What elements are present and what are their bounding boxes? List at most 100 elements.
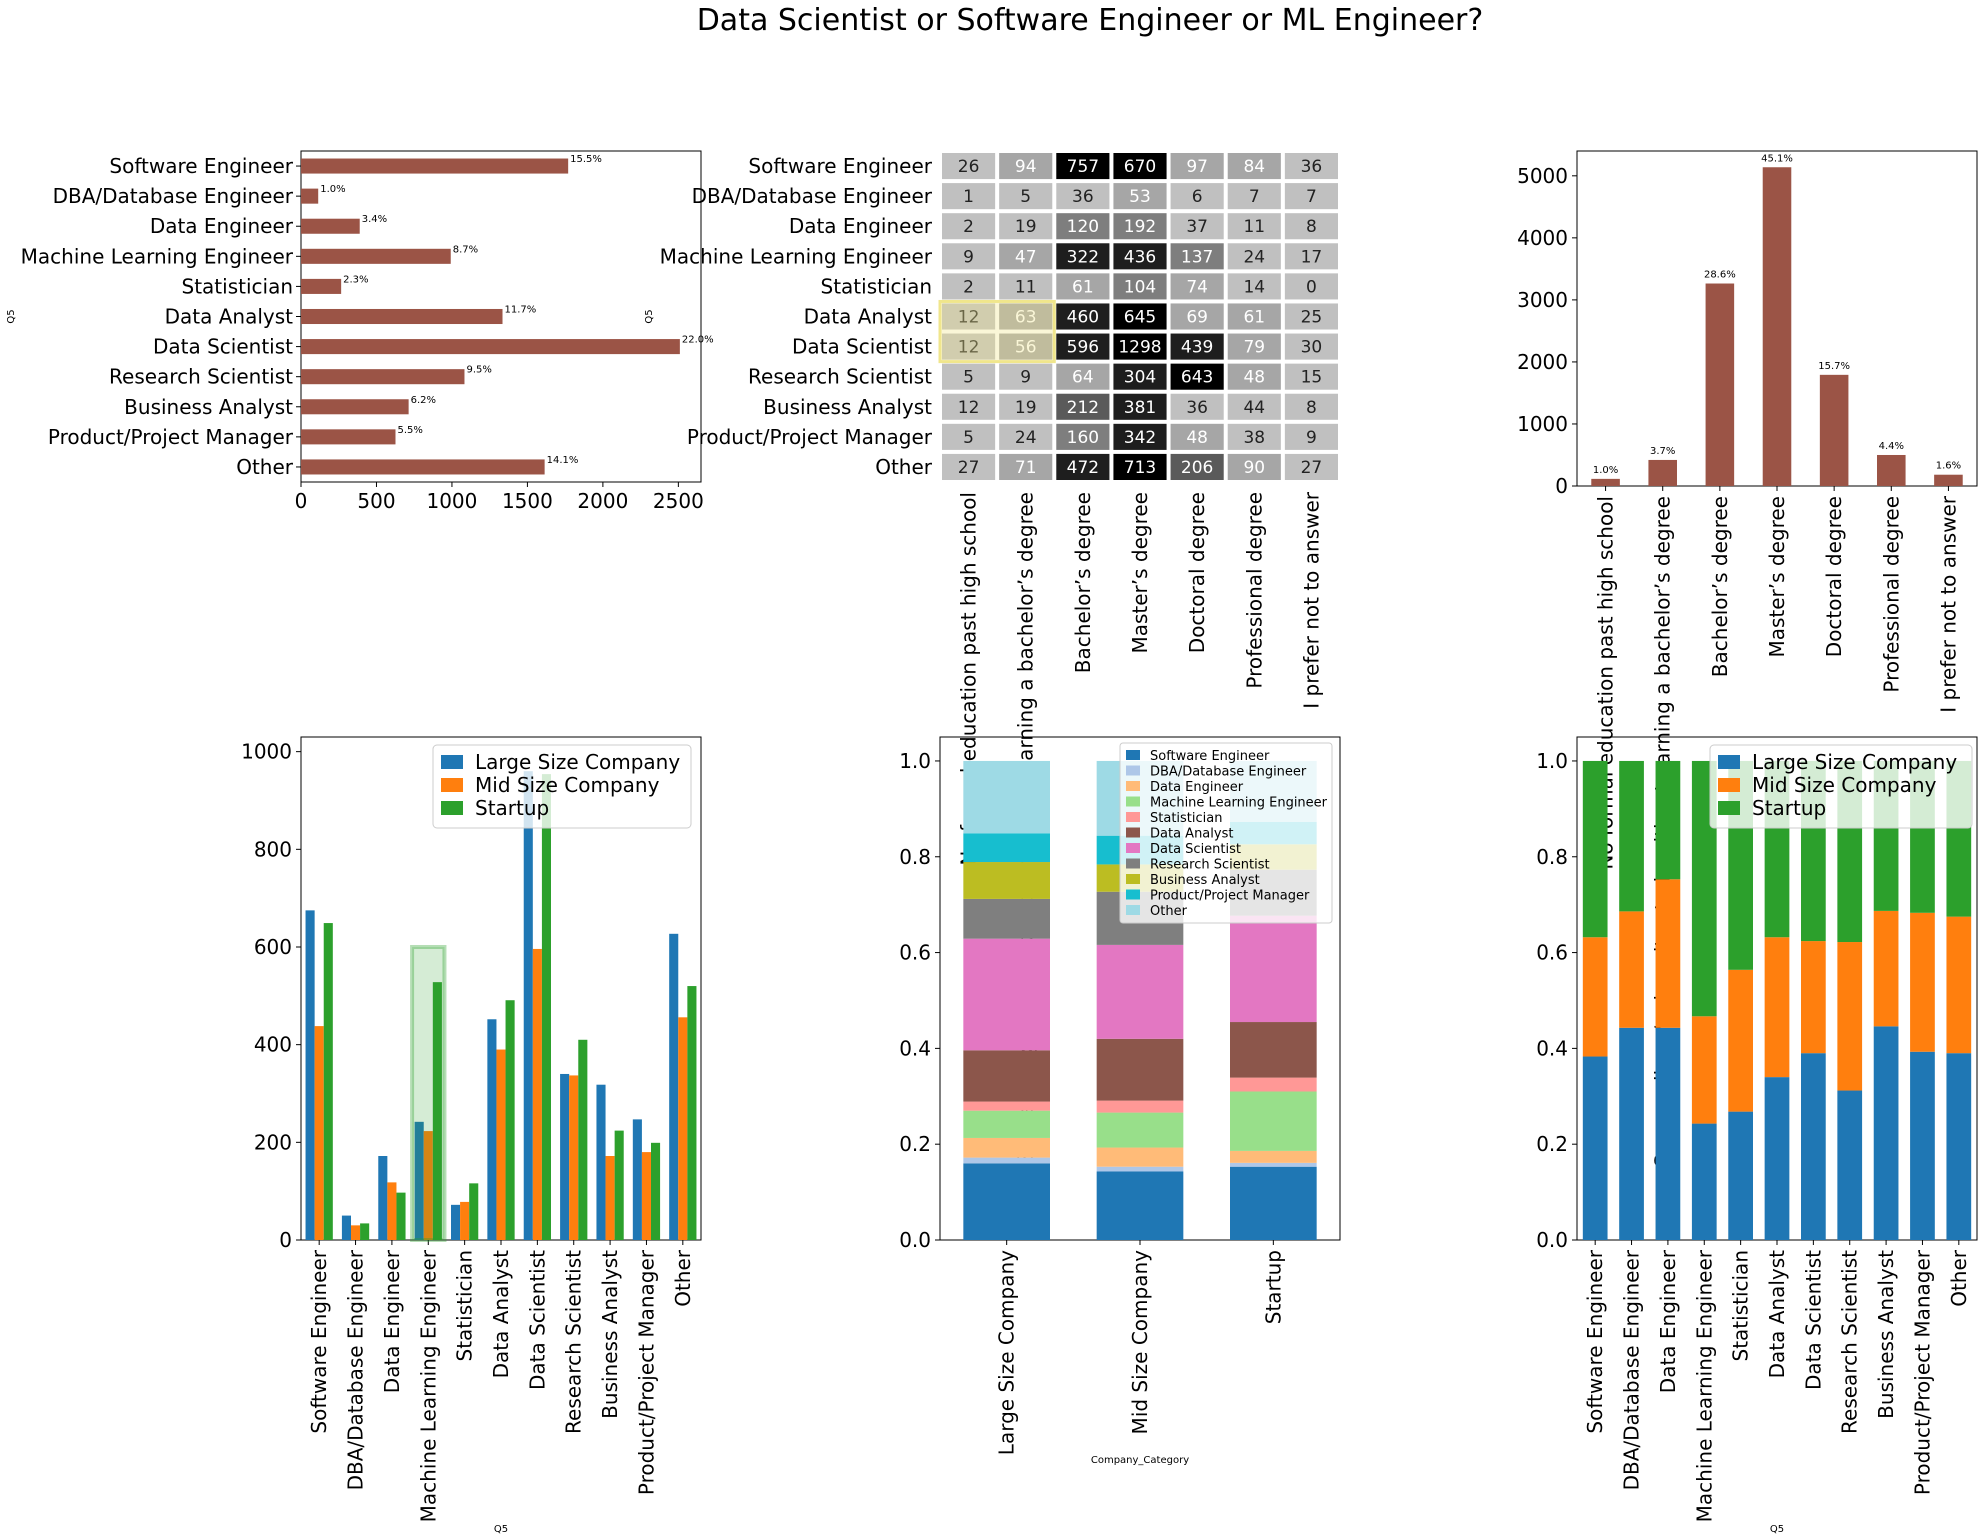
heatmap-cell	[1227, 153, 1281, 180]
heatmap-cell	[1170, 213, 1224, 240]
stacked-bar-segment	[1728, 969, 1753, 1112]
bar	[301, 158, 569, 174]
heatmap-cell	[1227, 243, 1281, 270]
data-label: 28.6%	[1704, 270, 1736, 281]
bar	[596, 1084, 606, 1240]
stacked-bar-segment	[1946, 916, 1972, 1054]
data-label: 5.5%	[397, 425, 422, 436]
bar	[496, 1049, 506, 1240]
cell-value: 63	[1015, 308, 1037, 328]
legend-swatch	[1126, 874, 1140, 884]
heatmap-cell	[1170, 363, 1224, 390]
stacked-bar-segment	[1096, 1171, 1184, 1240]
heatmap-cell	[1113, 303, 1167, 330]
legend-swatch	[1126, 827, 1140, 838]
stacked-bar-segment	[1096, 1112, 1184, 1148]
x-tick-label: Product/Project Manager	[634, 1249, 658, 1495]
legend-swatch	[1126, 765, 1140, 776]
heatmap-cell	[1170, 273, 1224, 300]
cell-value: 2	[963, 277, 974, 297]
bar	[414, 1121, 424, 1240]
cell-value: 71	[1015, 458, 1037, 478]
cell-value: 8	[1306, 398, 1317, 418]
cell-value: 44	[1243, 398, 1265, 418]
bar	[569, 1075, 579, 1240]
x-tick-label: Data Engineer	[1656, 1249, 1680, 1393]
heatmap-cell	[942, 333, 996, 360]
stacked-bar-segment	[1230, 1166, 1317, 1240]
y-tick-label: Other	[236, 455, 294, 479]
legend-label: Large Size Company	[1752, 750, 1957, 774]
cell-value: 104	[1124, 277, 1156, 297]
x-tick-label: Large Size Company	[995, 1250, 1019, 1455]
cell-value: 212	[1067, 398, 1099, 418]
cell-value: 74	[1186, 277, 1208, 297]
bar	[560, 1073, 570, 1240]
heatmap-cell	[1170, 303, 1224, 330]
bar	[314, 1026, 324, 1240]
legend-label: DBA/Database Engineer	[1150, 765, 1307, 780]
x-tick-label: Business Analyst	[1874, 1250, 1898, 1419]
heatmap-cell	[942, 303, 996, 330]
heatmap-cell	[1227, 393, 1281, 420]
stacked-bar-segment	[1096, 1166, 1184, 1172]
heatmap-cell	[1284, 243, 1338, 270]
cell-value: 0	[1306, 277, 1317, 297]
y-tick-label: Data Engineer	[150, 214, 294, 238]
cell-value: 61	[1072, 277, 1094, 297]
data-label: 8.7%	[453, 244, 478, 255]
bar	[505, 1000, 515, 1240]
bar	[651, 1142, 661, 1240]
heatmap-cell	[1113, 153, 1167, 180]
legend-label: Research Scientist	[1150, 858, 1270, 873]
heatmap-cell	[999, 453, 1053, 480]
cell-value: 12	[958, 338, 980, 358]
heatmap-cell	[1284, 423, 1338, 450]
stacked-bar-segment	[963, 1101, 1050, 1111]
data-label: 4.4%	[1879, 441, 1904, 452]
legend-swatch	[1718, 801, 1740, 815]
y-tick-label: 0.2	[1536, 1132, 1568, 1156]
x-tick-label: 2500	[653, 489, 704, 513]
stacked-bar-segment	[1764, 1077, 1790, 1240]
stacked-bar-segment	[963, 1163, 1050, 1240]
bar	[378, 1156, 388, 1240]
cell-value: 192	[1124, 217, 1156, 237]
x-tick-label: Startup	[1261, 1250, 1285, 1324]
stacked-bar-segment	[1837, 942, 1863, 1091]
heatmap-cell	[1056, 333, 1110, 360]
x-tick-label: Statistician	[453, 1250, 477, 1362]
stacked-bar-segment	[1655, 760, 1681, 880]
cell-value: 5	[1020, 187, 1031, 207]
y-tick-label: 0.8	[899, 845, 931, 869]
x-tick-label: Business Analyst	[598, 1250, 622, 1419]
legend-label: Mid Size Company	[475, 773, 660, 797]
y-tick-label: 1.0	[899, 749, 931, 773]
cell-value: 643	[1181, 368, 1213, 388]
stacked-bar-segment	[1096, 1147, 1184, 1167]
cell-value: 69	[1186, 308, 1208, 328]
company-role-share-chart: Large Size Company Mid Size Company Startu…	[899, 736, 1341, 1466]
y-tick-label: 400	[254, 1033, 292, 1057]
heatmap-cell	[1227, 453, 1281, 480]
heatmap-cell	[1113, 243, 1167, 270]
legend-label: Data Engineer	[1150, 780, 1244, 795]
stacked-bar-segment	[1910, 912, 1935, 1052]
y-tick-label: 0	[1555, 474, 1568, 498]
x-tick-label: Data Scientist	[1801, 1250, 1825, 1390]
legend-label: Product/Project Manager	[1150, 889, 1310, 904]
y-tick-label: Software Engineer	[109, 154, 293, 178]
stacked-bar-segment	[963, 1157, 1050, 1164]
y-tick-label: Research Scientist	[748, 365, 932, 389]
cell-value: 9	[963, 247, 974, 267]
stacked-bar-segment	[1837, 1090, 1863, 1240]
bar	[1705, 283, 1735, 486]
heatmap-cell	[1113, 333, 1167, 360]
legend-swatch	[1126, 889, 1140, 900]
cell-value: 27	[1301, 458, 1323, 478]
heatmap-cell	[999, 153, 1053, 180]
legend-swatch	[1718, 755, 1740, 769]
x-tick-label: 1000	[426, 489, 477, 513]
heatmap-cell	[1113, 393, 1167, 420]
stacked-bar-segment	[1946, 1053, 1972, 1240]
